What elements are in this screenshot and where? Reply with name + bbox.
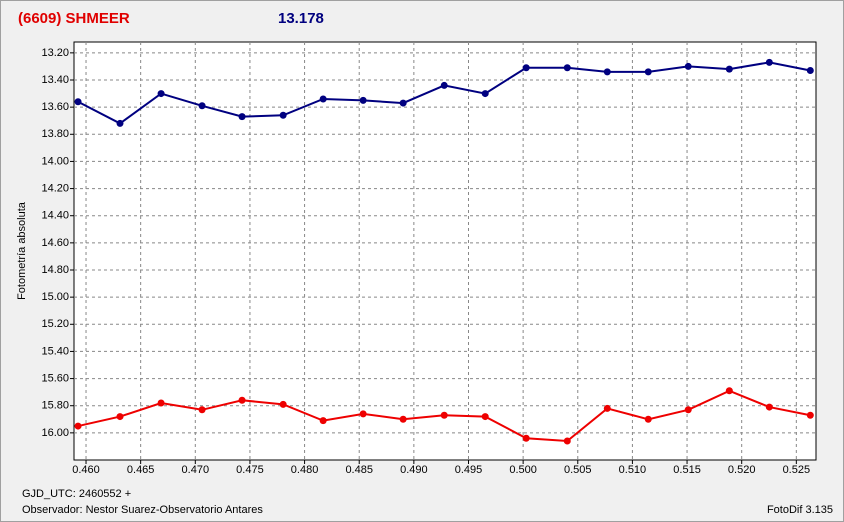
- data-point: [74, 98, 82, 106]
- data-point: [279, 400, 287, 408]
- data-point: [238, 396, 246, 404]
- data-point: [725, 387, 733, 395]
- data-point: [440, 81, 448, 89]
- data-point: [684, 62, 692, 70]
- data-point: [522, 64, 530, 72]
- x-tick-label: 0.525: [783, 464, 811, 476]
- plot-area: [73, 41, 817, 461]
- data-point: [806, 411, 814, 419]
- y-tick-label: 14.60: [41, 237, 69, 249]
- x-tick-label: 0.460: [72, 464, 100, 476]
- y-tick-label: 15.40: [41, 345, 69, 357]
- data-point: [359, 410, 367, 418]
- y-tick-label: 13.20: [41, 47, 69, 59]
- data-point: [765, 58, 773, 66]
- software: FotoDif 3.135: [767, 504, 833, 516]
- data-point: [319, 95, 327, 103]
- y-tick-label: 14.80: [41, 264, 69, 276]
- data-point: [359, 96, 367, 104]
- x-tick-label: 0.495: [455, 464, 483, 476]
- x-tick-label: 0.515: [673, 464, 701, 476]
- y-tick-label: 14.20: [41, 182, 69, 194]
- y-tick-label: 13.60: [41, 101, 69, 113]
- data-point: [157, 90, 165, 98]
- data-point: [603, 68, 611, 76]
- data-point: [644, 68, 652, 76]
- x-tick-label: 0.510: [619, 464, 647, 476]
- x-tick-label: 0.480: [291, 464, 319, 476]
- data-point: [319, 417, 327, 425]
- y-tick-label: 14.00: [41, 155, 69, 167]
- data-point: [399, 415, 407, 423]
- data-point: [440, 411, 448, 419]
- data-point: [481, 413, 489, 421]
- data-point: [563, 64, 571, 72]
- data-point: [198, 102, 206, 110]
- x-tick-label: 0.500: [509, 464, 537, 476]
- data-point: [399, 99, 407, 107]
- x-tick-label: 0.475: [236, 464, 264, 476]
- chart-title: (6609) SHMEER: [18, 10, 130, 27]
- data-point: [644, 415, 652, 423]
- y-tick-label: 13.40: [41, 74, 69, 86]
- data-point: [725, 65, 733, 73]
- x-tick-label: 0.485: [345, 464, 373, 476]
- y-tick-label: 14.40: [41, 210, 69, 222]
- data-point: [74, 422, 82, 430]
- data-point: [198, 406, 206, 414]
- y-tick-label: 13.80: [41, 128, 69, 140]
- y-tick-label: 15.60: [41, 372, 69, 384]
- y-axis-label: Fotometría absoluta: [16, 201, 28, 300]
- data-point: [603, 404, 611, 412]
- y-tick-label: 16.00: [41, 427, 69, 439]
- data-point: [563, 437, 571, 445]
- chart-subtitle: 13.178: [278, 10, 324, 27]
- data-point: [765, 403, 773, 411]
- data-point: [116, 413, 124, 421]
- y-tick-label: 15.20: [41, 318, 69, 330]
- data-point: [806, 67, 814, 74]
- y-tick-label: 15.80: [41, 400, 69, 412]
- data-point: [116, 119, 124, 127]
- x-tick-label: 0.490: [400, 464, 428, 476]
- y-tick-label: 15.00: [41, 291, 69, 303]
- data-point: [522, 434, 530, 442]
- x-tick-label: 0.520: [728, 464, 756, 476]
- data-point: [279, 111, 287, 119]
- data-point: [684, 406, 692, 414]
- data-point: [481, 90, 489, 98]
- data-point: [238, 113, 246, 121]
- x-tick-label: 0.470: [182, 464, 210, 476]
- x-tick-label: 0.465: [127, 464, 155, 476]
- data-point: [157, 399, 165, 407]
- observer: Observador: Nestor Suarez-Observatorio A…: [22, 504, 263, 516]
- x-axis-label: GJD_UTC: 2460552 +: [22, 488, 131, 500]
- x-tick-label: 0.505: [564, 464, 592, 476]
